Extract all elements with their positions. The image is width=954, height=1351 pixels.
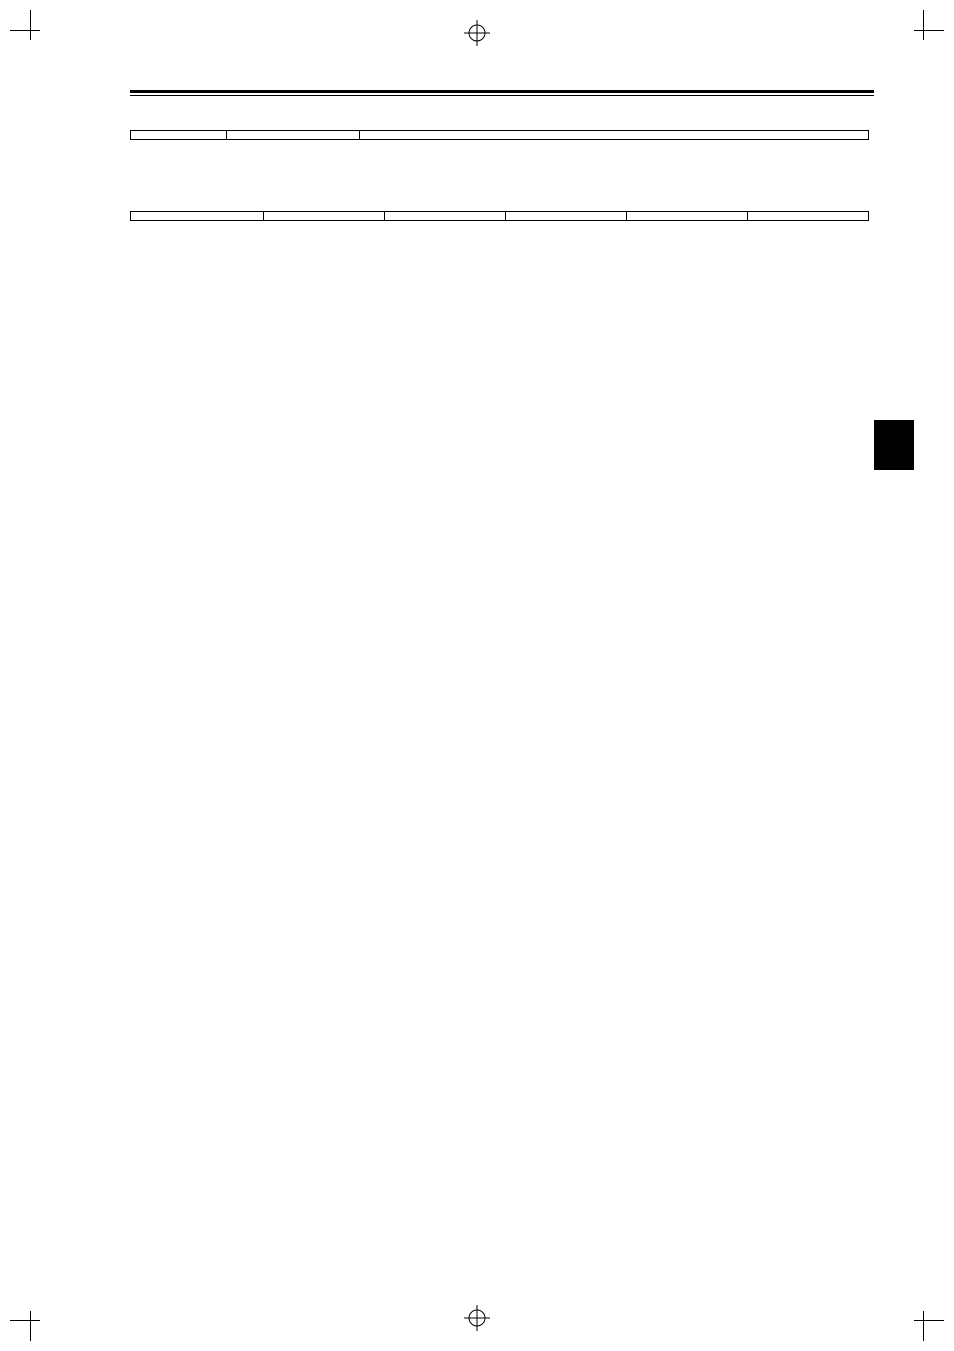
col-cpu35: [747, 212, 868, 221]
table-row: [131, 131, 869, 140]
col-cpu21: [505, 212, 626, 221]
col-item: [131, 212, 264, 221]
col-features: [359, 131, 868, 140]
col-cpu20: [384, 212, 505, 221]
registration-mark-icon: [464, 1305, 490, 1331]
col-name: [226, 131, 359, 140]
registration-mark-icon: [464, 20, 490, 46]
crop-mark-icon: [10, 10, 40, 40]
page-content: [130, 130, 869, 1271]
col-cpu30: [626, 212, 747, 221]
table-row: [131, 212, 869, 221]
header-rule: [130, 90, 874, 96]
col-cpu10: [263, 212, 384, 221]
body-paragraph: [290, 168, 869, 185]
modules-table: [130, 130, 869, 140]
crop-mark-icon: [10, 1311, 40, 1341]
chapter-tab: [874, 420, 914, 470]
crop-mark-icon: [914, 1311, 944, 1341]
crop-mark-icon: [914, 10, 944, 40]
spec-table: [130, 211, 869, 221]
col-use: [131, 131, 227, 140]
